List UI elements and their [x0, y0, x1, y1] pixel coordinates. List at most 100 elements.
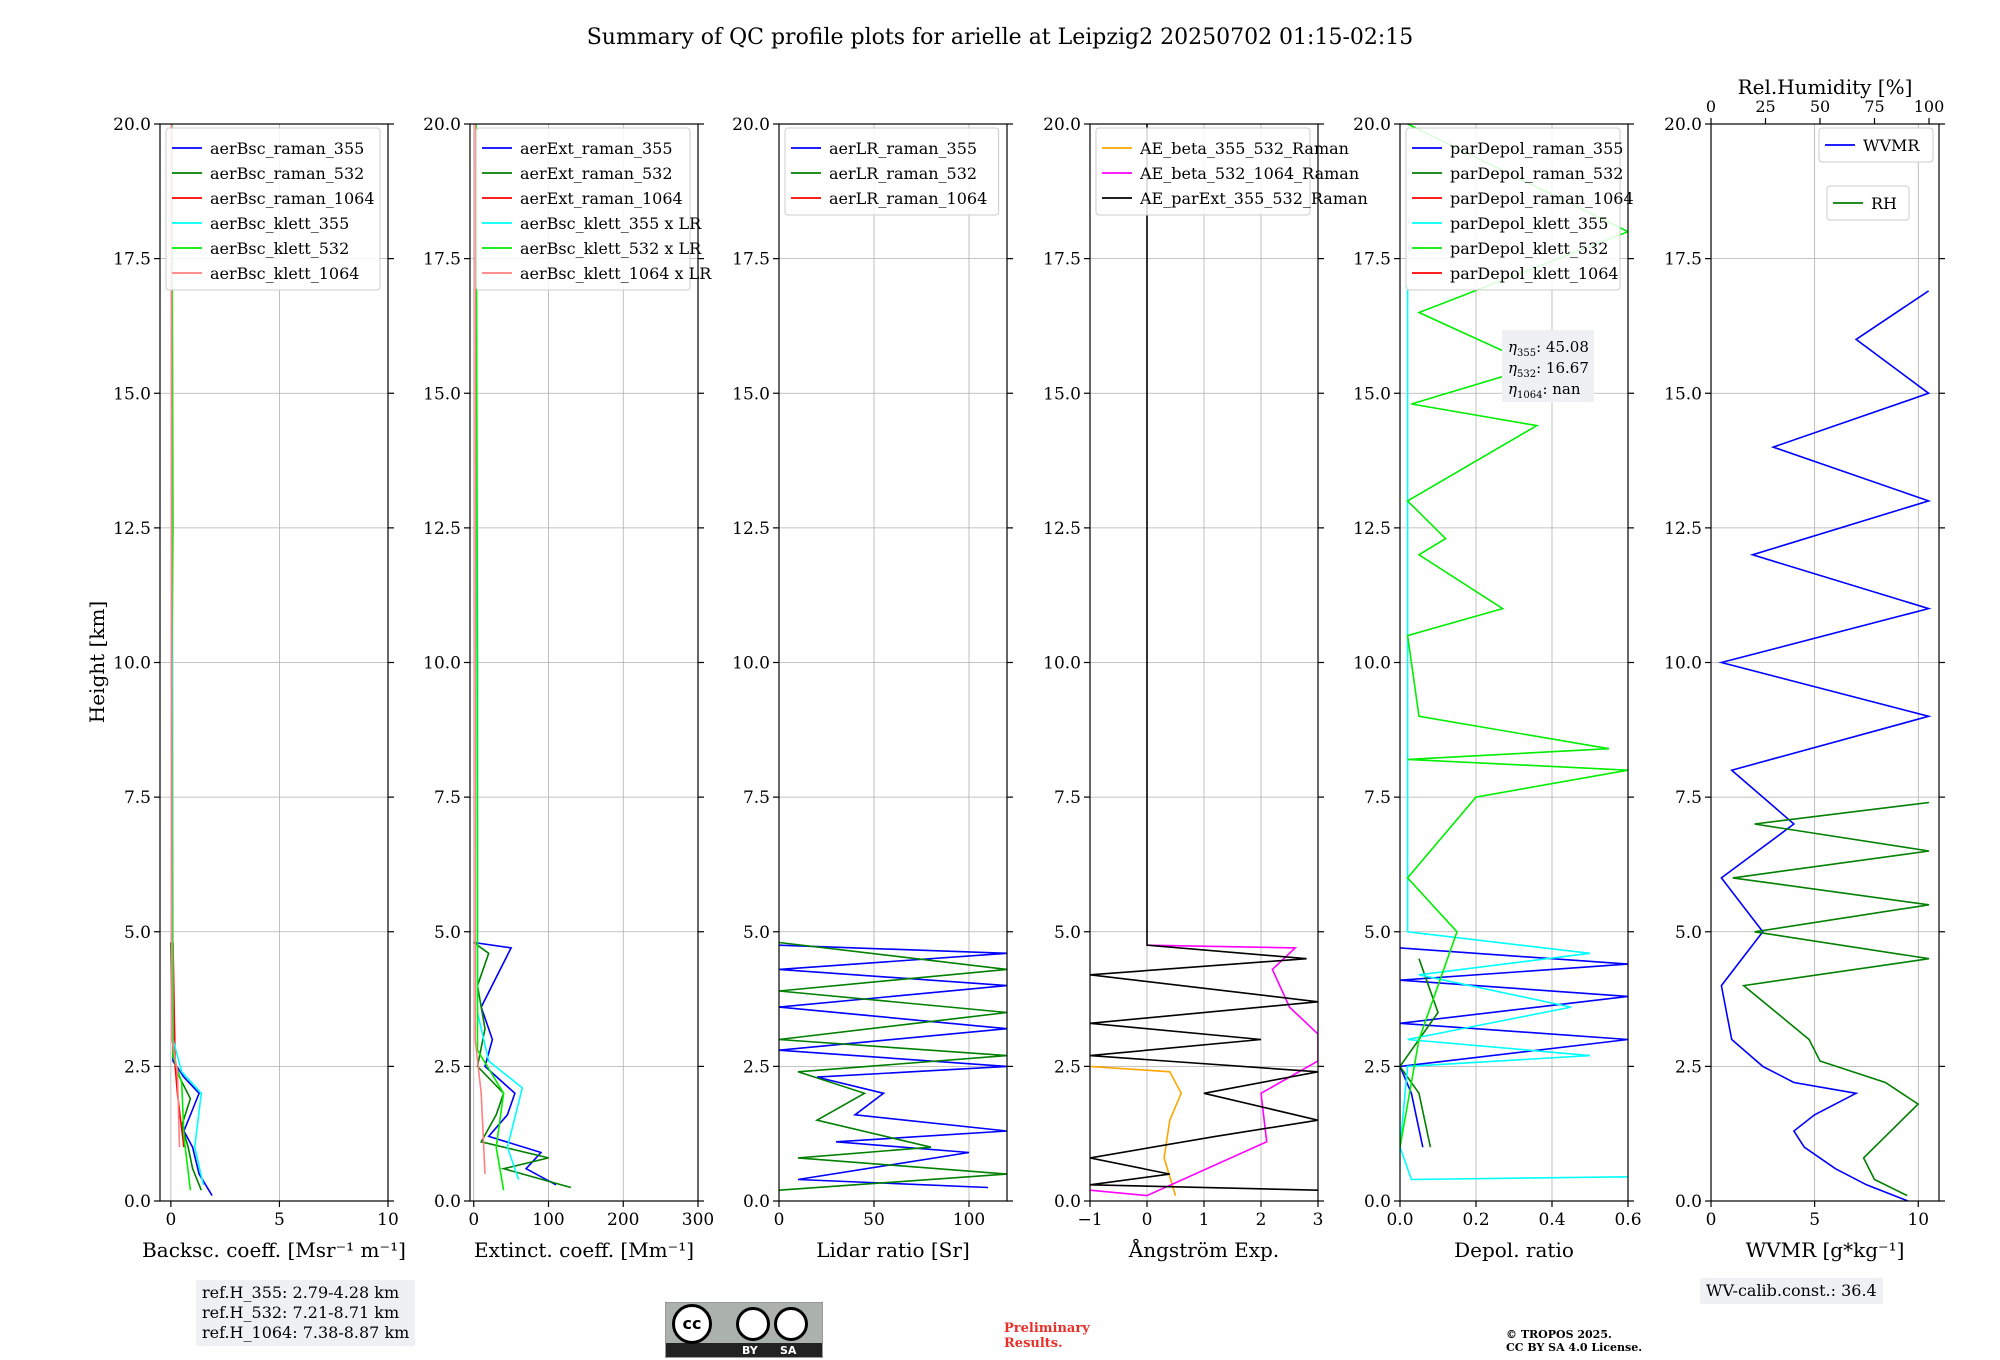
- series-aerBsc_raman_355: [172, 942, 213, 1197]
- figure-title: Summary of QC profile plots for arielle …: [587, 25, 1414, 50]
- y-tick-label: 12.5: [732, 519, 770, 539]
- legend-entry: AE_beta_532_1064_Raman: [1139, 164, 1359, 183]
- legend-box: [784, 127, 1000, 216]
- y-tick-label: 15.0: [1353, 384, 1391, 404]
- series-aerBsc_klett_532: [171, 124, 192, 1191]
- ref-height-355: ref.H_355: 2.79-4.28 km: [202, 1283, 400, 1302]
- y-tick-label: 2.5: [743, 1057, 770, 1077]
- x-tick-label: 0.2: [1462, 1210, 1489, 1230]
- legend-entry: parDepol_klett_1064: [1450, 264, 1619, 283]
- y-tick-label: 0.0: [743, 1192, 770, 1212]
- ref-height-box: ref.H_355: 2.79-4.28 km ref.H_532: 7.21-…: [196, 1280, 416, 1346]
- x-tick-label: 300: [682, 1210, 714, 1230]
- legend-entry: aerBsc_klett_532: [210, 239, 349, 258]
- y-tick-label: 17.5: [423, 250, 461, 270]
- y-tick-label: 5.0: [1675, 923, 1702, 943]
- top-x-tick-label: 50: [1810, 97, 1830, 116]
- copyright-line-1: © TROPOS 2025.: [1506, 1328, 1612, 1341]
- eta-box: [1502, 330, 1594, 402]
- legend: aerBsc_raman_355 aerBsc_raman_532 aerBsc_r…: [165, 127, 381, 291]
- y-tick-label: 5.0: [1054, 923, 1081, 943]
- legend-entry: aerBsc_raman_355: [210, 139, 364, 158]
- series-aerLR_raman_355: [779, 944, 1007, 1189]
- series-aerLR_raman_532: [779, 941, 1007, 1191]
- x-tick-label: 1: [1199, 1210, 1210, 1230]
- x-tick-label: 0.4: [1538, 1210, 1565, 1230]
- y-tick-label: 2.5: [1054, 1057, 1081, 1077]
- preliminary-note: Preliminary Results.: [1004, 1321, 1090, 1351]
- y-tick-label: 20.0: [113, 115, 151, 135]
- legend-box: [1095, 127, 1311, 216]
- sa-icon: [774, 1307, 808, 1341]
- y-tick-label: 12.5: [113, 519, 151, 539]
- y-tick-label: 20.0: [423, 115, 461, 135]
- y-tick-label: 0.0: [124, 1192, 151, 1212]
- legend-entry: aerBsc_klett_355 x LR: [520, 214, 702, 233]
- legend-entry: aerLR_raman_355: [829, 139, 977, 158]
- y-tick-label: 5.0: [434, 923, 461, 943]
- x-tick-label: 100: [953, 1210, 985, 1230]
- x-axis-label: WVMR [g*kg⁻¹]: [1746, 1238, 1905, 1262]
- legend-entry: aerLR_raman_532: [829, 164, 977, 183]
- by-label: BY: [742, 1344, 758, 1357]
- y-tick-label: 7.5: [1364, 788, 1391, 808]
- y-tick-label: 7.5: [1675, 788, 1702, 808]
- y-tick-label: 7.5: [1054, 788, 1081, 808]
- legend-entry: aerExt_raman_355: [520, 139, 673, 158]
- series-aerExt_raman_532: [473, 941, 572, 1189]
- y-tick-label: 10.0: [1043, 654, 1081, 674]
- legend-entry: AE_parExt_355_532_Raman: [1139, 189, 1368, 208]
- series-WVMR: [1718, 290, 1932, 1201]
- cc-by-sa-logo: cc BY SA: [665, 1302, 823, 1358]
- y-tick-label: 0.0: [1054, 1192, 1081, 1212]
- x-tick-label: −1: [1077, 1210, 1102, 1230]
- legend-entry: aerBsc_raman_532: [210, 164, 364, 183]
- wv-calib-box: WV-calib.const.: 36.4: [1700, 1278, 1883, 1304]
- x-tick-label: 5: [1809, 1210, 1820, 1230]
- legend-box: [1405, 127, 1621, 291]
- legend-entry: aerBsc_klett_1064: [210, 264, 359, 283]
- y-axis-label: Height [km]: [85, 601, 109, 723]
- x-tick-label: 0.0: [1386, 1210, 1413, 1230]
- panel-4: 0.0 2.5 5.0 7.5 10.0 12.5 15.0 17.5 20.0 −1 0 1 2 3 Ån…: [1043, 115, 1368, 1262]
- series-aerBsc_klett_1064: [170, 124, 181, 1148]
- y-tick-label: 15.0: [1664, 384, 1702, 404]
- y-tick-label: 15.0: [423, 384, 461, 404]
- copyright-line-2: CC BY SA 4.0 License.: [1506, 1341, 1643, 1354]
- top-x-tick-label: 25: [1755, 97, 1775, 116]
- x-tick-label: 10: [1907, 1210, 1929, 1230]
- x-tick-label: 0: [1142, 1210, 1153, 1230]
- series-aerBsc_raman_1064: [172, 942, 185, 1148]
- panel-1: 0.0 2.5 5.0 7.5 10.0 12.5 15.0 17.5 20.0 0 5 10 Back…: [113, 115, 406, 1262]
- legend-box: [1826, 185, 1910, 221]
- series-RH: [1732, 801, 1930, 1197]
- y-tick-label: 10.0: [732, 654, 770, 674]
- top-x-tick-label: 75: [1864, 97, 1884, 116]
- top-axis-label: Rel.Humidity [%]: [1738, 75, 1913, 99]
- x-tick-label: 5: [274, 1210, 285, 1230]
- legend-box: [475, 127, 691, 291]
- y-tick-label: 2.5: [1675, 1057, 1702, 1077]
- y-tick-label: 15.0: [1043, 384, 1081, 404]
- legend-box: [165, 127, 381, 291]
- legend-entry: aerBsc_klett_355: [210, 214, 349, 233]
- legend-entry: aerLR_raman_1064: [829, 189, 987, 208]
- legend: aerExt_raman_355 aerExt_raman_532 aerExt_r…: [475, 127, 712, 291]
- x-axis-label: Depol. ratio: [1454, 1238, 1574, 1262]
- y-tick-label: 2.5: [1364, 1057, 1391, 1077]
- top-x-tick-label: 100: [1914, 97, 1945, 116]
- y-tick-label: 0.0: [1675, 1192, 1702, 1212]
- y-tick-label: 10.0: [1664, 654, 1702, 674]
- panel-3: 0.0 2.5 5.0 7.5 10.0 12.5 15.0 17.5 20.0 0 50 100 Li…: [732, 115, 1013, 1262]
- x-axis-label: Extinct. coeff. [Mm⁻¹]: [474, 1238, 694, 1262]
- y-tick-label: 17.5: [1353, 250, 1391, 270]
- y-tick-label: 5.0: [743, 923, 770, 943]
- legend-entry: aerExt_raman_532: [520, 164, 673, 183]
- x-tick-label: 0: [1706, 1210, 1717, 1230]
- x-tick-label: 100: [532, 1210, 564, 1230]
- legend-entry: parDepol_klett_355: [1450, 214, 1608, 233]
- ref-height-532: ref.H_532: 7.21-8.71 km: [202, 1303, 400, 1322]
- legend: AE_beta_355_532_Raman AE_beta_532_1064_Ra…: [1095, 127, 1368, 216]
- y-tick-label: 20.0: [1664, 115, 1702, 135]
